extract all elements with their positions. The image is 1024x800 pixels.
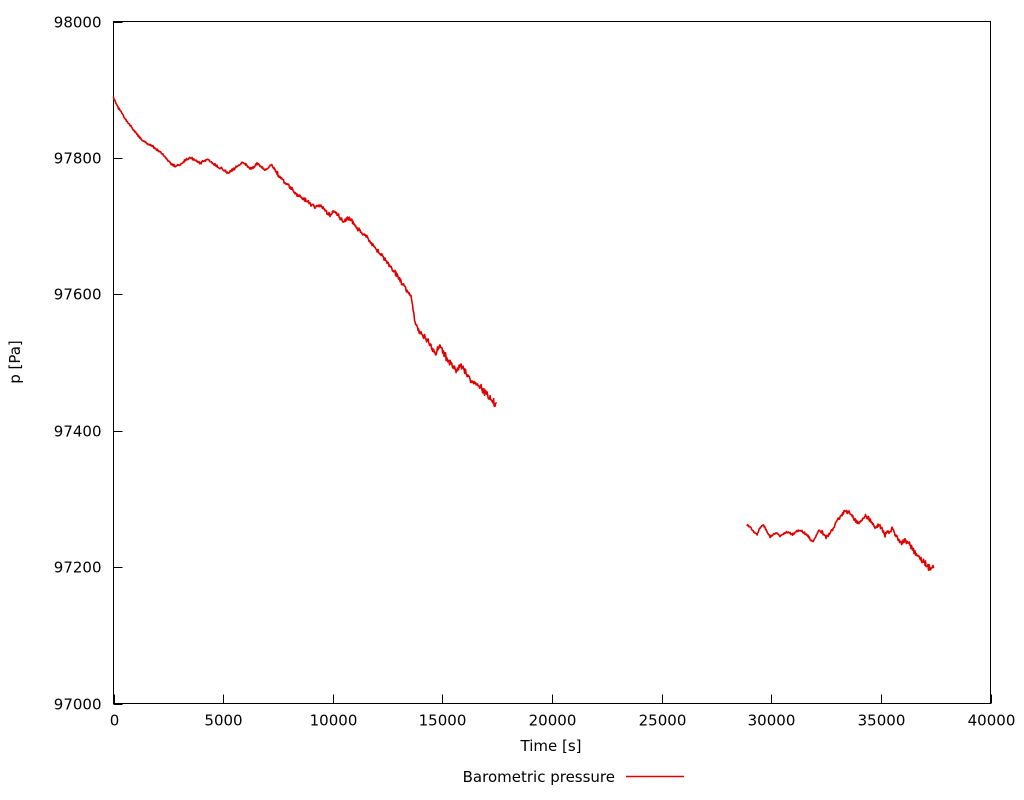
x-axis-tick-group: 0 5000 10000 15000 20000 25000 30000 35000 40000 — [110, 694, 1016, 730]
y-axis-tick-group: 97000 97200 97400 97600 97800 98000 — [54, 14, 123, 714]
series-line-barometric-pressure — [112, 96, 497, 408]
x-axis-tick-label: 10000 — [310, 712, 358, 730]
y-axis-title: p [Pa] — [6, 340, 24, 384]
x-axis-tick-label: 0 — [110, 712, 120, 730]
x-axis-tick-label: 35000 — [858, 712, 906, 730]
x-axis-tick-label: 5000 — [204, 712, 242, 730]
x-axis-title: Time [s] — [520, 737, 582, 755]
x-axis-tick-label: 40000 — [968, 712, 1016, 730]
legend-label-barometric-pressure: Barometric pressure — [463, 768, 615, 786]
y-axis-tick-label: 97800 — [54, 150, 102, 168]
y-axis-tick-label: 97200 — [54, 559, 102, 577]
series-line-barometric-pressure — [746, 509, 935, 571]
x-axis-tick-label: 15000 — [419, 712, 467, 730]
x-axis-tick-label: 20000 — [529, 712, 577, 730]
y-axis-tick-label: 97400 — [54, 423, 102, 441]
chart-legend: Barometric pressure — [463, 768, 684, 786]
x-axis-tick-label: 30000 — [748, 712, 796, 730]
y-axis-tick-label: 97600 — [54, 286, 102, 304]
x-axis-tick-label: 25000 — [639, 712, 687, 730]
y-axis-tick-label: 98000 — [54, 14, 102, 32]
plot-frame — [112, 20, 992, 705]
data-series-group — [112, 96, 935, 571]
y-axis-tick-label: 97000 — [54, 696, 102, 714]
